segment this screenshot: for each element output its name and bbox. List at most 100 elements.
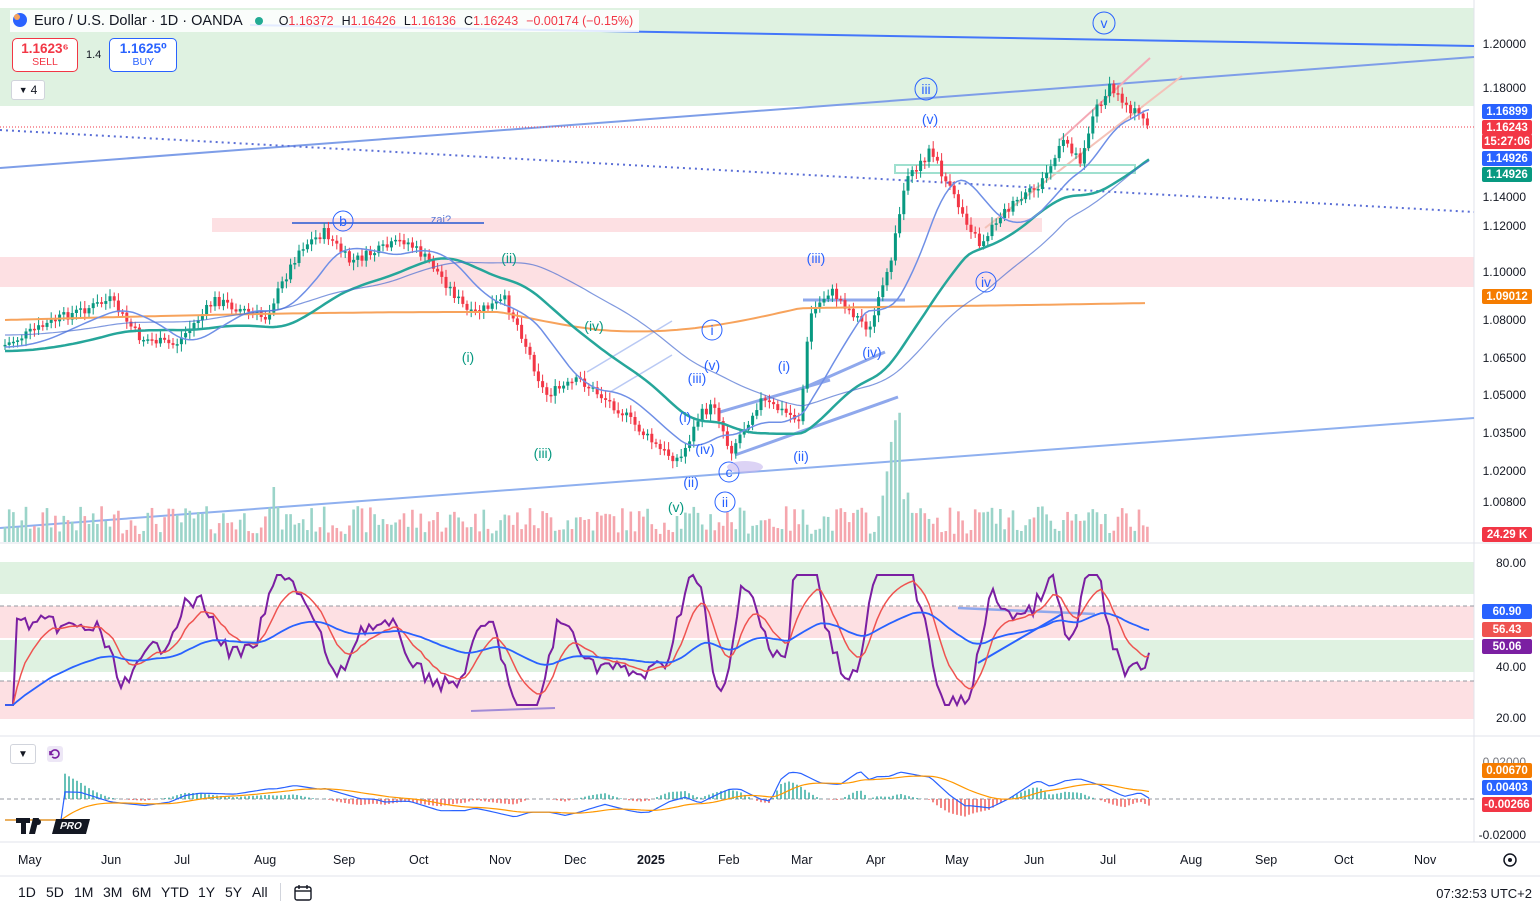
wave-label-iii-top[interactable]: iii — [921, 81, 930, 97]
macd-hist-bar — [1024, 790, 1026, 799]
volume-bar — [831, 530, 834, 542]
macd-hist-bar — [1116, 799, 1118, 806]
wave-label-iii-green[interactable]: (iii) — [534, 445, 553, 461]
volume-bar — [213, 533, 217, 542]
timeframe-5y[interactable]: 5Y — [225, 884, 243, 900]
macd-hist-bar — [252, 795, 254, 799]
macd-hist-bar — [292, 794, 294, 799]
wave-label-i-blue2[interactable]: (i) — [679, 409, 691, 425]
replay-icon[interactable] — [46, 745, 64, 768]
wave-label-iv-blue[interactable]: (iv) — [695, 441, 714, 457]
macd-hist-bar — [880, 796, 882, 799]
volume-bar — [289, 514, 292, 542]
candle-body — [683, 447, 687, 457]
macd-hist-bar — [240, 796, 242, 799]
diag-line-b[interactable] — [609, 354, 673, 393]
wave-label-ii-blue[interactable]: (ii) — [793, 448, 809, 464]
volume-bar — [457, 517, 460, 542]
calendar-icon[interactable] — [293, 884, 313, 907]
wave-label-iv-green[interactable]: (iv) — [584, 318, 603, 334]
time-label: Oct — [1334, 853, 1354, 867]
symbol-header[interactable]: Euro / U.S. Dollar · 1D · OANDA O1.16372… — [10, 10, 640, 32]
wave-label-b[interactable]: b — [339, 213, 347, 229]
volume-bar — [822, 516, 826, 542]
candle-body — [696, 421, 700, 427]
candle-body — [818, 302, 822, 308]
timeframe-1y[interactable]: 1Y — [198, 884, 216, 900]
highlight-ellipse[interactable] — [727, 461, 763, 473]
wave-label-iii-blue2[interactable]: (iii) — [688, 370, 707, 386]
volume-bar — [398, 519, 402, 542]
price-tick: 1.18000 — [1482, 81, 1526, 95]
volume-bar — [713, 530, 717, 542]
candle-body — [142, 339, 146, 342]
wave-label-i-circ[interactable]: i — [710, 322, 713, 338]
candle-body — [755, 410, 759, 416]
tradingview-logo[interactable]: PRO — [16, 818, 90, 834]
wave-label-iii-blue1[interactable]: (iii) — [807, 250, 826, 266]
symbol-title[interactable]: Euro / U.S. Dollar · 1D · OANDA — [34, 13, 243, 29]
wave-label-i-blue[interactable]: (i) — [778, 358, 790, 374]
trendline-lower[interactable] — [0, 417, 1475, 529]
wave-label-iv-circ[interactable]: iv — [981, 274, 991, 290]
trendline-channel[interactable] — [0, 56, 1475, 169]
volume-bar — [117, 510, 120, 542]
wave-label-c-circ[interactable]: c — [726, 464, 733, 480]
indicators-toggle[interactable]: ▼ 4 — [11, 80, 45, 100]
volume-bar — [600, 515, 603, 542]
wave-label-v-green[interactable]: (v) — [668, 499, 684, 515]
current-price-badge: 1.16243 — [1482, 120, 1532, 135]
collapse-pane-button[interactable]: ▼ — [10, 744, 36, 764]
toolbar-divider — [280, 883, 281, 901]
ma-20-line — [4, 108, 1150, 447]
candles[interactable] — [3, 76, 1149, 469]
sell-button[interactable]: 1.1623⁶ SELL — [12, 38, 78, 72]
diag-line-a[interactable] — [586, 320, 673, 373]
candle-body — [835, 288, 839, 299]
timeframe-3m[interactable]: 3M — [103, 884, 123, 900]
wave-label-ii-circ[interactable]: ii — [722, 494, 728, 510]
volume-bar — [436, 511, 439, 542]
wave-label-v-top[interactable]: v — [1101, 15, 1108, 31]
settings-icon[interactable] — [1502, 852, 1518, 873]
wave-label-v-blue[interactable]: (v) — [704, 357, 720, 373]
macd-hist-bar — [100, 794, 102, 799]
wave-note-zai[interactable]: zai? — [431, 214, 451, 226]
candle-body — [326, 228, 330, 240]
time-label: Jul — [1100, 853, 1116, 867]
channel-line-3[interactable] — [807, 350, 886, 388]
macd-hist-bar — [888, 796, 890, 799]
timeframe-ytd[interactable]: YTD — [161, 884, 189, 900]
buy-button[interactable]: 1.1625⁰ BUY — [109, 38, 178, 72]
timeframe-1m[interactable]: 1M — [74, 884, 94, 900]
timeframe-1d[interactable]: 1D — [18, 884, 36, 900]
volume-bar — [335, 527, 339, 542]
timeframe-all[interactable]: All — [252, 884, 268, 900]
wave-label-i-green[interactable]: (i) — [462, 349, 474, 365]
macd-hist-bar — [956, 799, 958, 815]
candle-body — [1116, 93, 1120, 95]
clock-timezone[interactable]: 07:32:53 UTC+2 — [1436, 886, 1532, 901]
wave-label-ii-blue2[interactable]: (ii) — [683, 474, 699, 490]
channel-line-2[interactable] — [734, 395, 899, 457]
wave-label-ii-green[interactable]: (ii) — [501, 250, 517, 266]
macd-hist-bar — [104, 795, 106, 799]
timeframe-6m[interactable]: 6M — [132, 884, 152, 900]
wave-label-v-paren[interactable]: (v) — [922, 111, 938, 127]
volume-bar — [234, 529, 238, 542]
rsi-trendline-3[interactable] — [470, 707, 556, 712]
volume-bar — [322, 506, 326, 542]
volume-bar — [104, 520, 108, 542]
rsi-trendline-1[interactable] — [977, 613, 1063, 664]
volume-bar — [994, 523, 998, 542]
timeframe-5d[interactable]: 5D — [46, 884, 64, 900]
macd-hist-bar — [368, 799, 370, 805]
wave-label-iv-blue2[interactable]: (iv) — [862, 344, 881, 360]
candle-body — [1108, 83, 1112, 97]
macd-hist-bar — [1140, 799, 1142, 803]
macd-hist-bar — [356, 799, 358, 805]
macd-hist-bar — [940, 799, 942, 808]
candle-body — [457, 296, 461, 299]
trendline-dotted[interactable] — [0, 129, 1475, 213]
